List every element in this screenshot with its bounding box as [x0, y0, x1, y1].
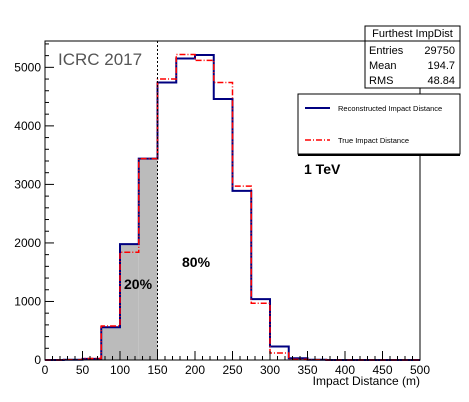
- x-tick-label: 150: [147, 363, 167, 377]
- shaded-bin: [138, 158, 158, 360]
- stats-mean-label: Mean: [369, 60, 397, 72]
- stats-rms-value: 48.84: [427, 75, 455, 87]
- y-tick-label: 1000: [14, 294, 41, 308]
- x-tick-label: 450: [372, 363, 392, 377]
- x-tick-label: 300: [260, 363, 280, 377]
- energy-label: 1 TeV: [304, 161, 341, 177]
- shaded-bin: [101, 327, 120, 360]
- y-tick-label: 0: [34, 353, 41, 367]
- x-tick-label: 200: [185, 363, 205, 377]
- x-tick-label: 500: [410, 363, 430, 377]
- shaded-bin: [120, 244, 139, 360]
- legend-reco-label: Reconstructed Impact Distance: [338, 104, 442, 113]
- stats-mean-value: 194.7: [427, 60, 455, 72]
- x-tick-label: 350: [297, 363, 317, 377]
- ticks-layer: 0 50 100 150 200 250 300 350 400 450 5000100020003…: [14, 43, 430, 377]
- y-tick-label: 4000: [14, 119, 41, 133]
- x-axis-label: Impact Distance (m): [313, 374, 420, 388]
- x-tick-label: 100: [110, 363, 130, 377]
- y-tick-label: 5000: [14, 60, 41, 74]
- stats-entries-value: 29750: [424, 45, 455, 57]
- data-layer: [45, 41, 420, 361]
- y-tick-label: 3000: [14, 177, 41, 191]
- x-tick-label: 400: [335, 363, 355, 377]
- plot-frame: [44, 40, 421, 361]
- y-tick-label: 2000: [14, 236, 41, 250]
- legend: Reconstructed Impact Distance True Impac…: [297, 93, 461, 156]
- x-tick-label: 250: [222, 363, 242, 377]
- watermark-label: ICRC 2017: [58, 50, 142, 69]
- stats-rms-label: RMS: [369, 75, 393, 87]
- x-tick-label: 50: [76, 363, 90, 377]
- stats-entries-label: Entries: [369, 45, 404, 57]
- stats-box: Furthest ImpDist Entries 29750 Mean 194.…: [364, 25, 461, 89]
- left-fraction-label: 20%: [124, 276, 153, 292]
- right-fraction-label: 80%: [182, 254, 211, 270]
- x-tick-label: 0: [42, 363, 49, 377]
- legend-true-label: True Impact Distance: [338, 136, 409, 145]
- stats-box-title: Furthest ImpDist: [372, 28, 453, 40]
